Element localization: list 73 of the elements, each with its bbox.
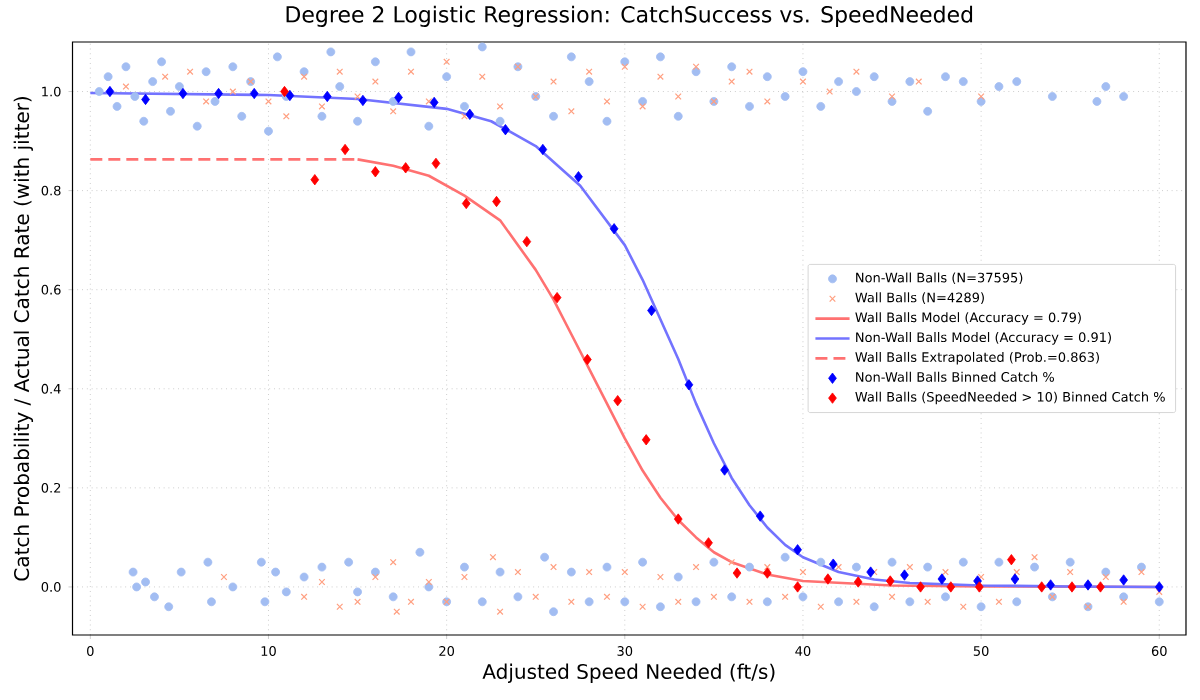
point <box>793 544 802 556</box>
x-axis-title: Adjusted Speed Needed (ft/s) <box>482 663 775 683</box>
legend-label: Non-Wall Balls (N=37595) <box>856 272 1023 285</box>
point <box>310 174 320 186</box>
legend-label: Non-Wall Balls Binned Catch % <box>856 371 1055 382</box>
point <box>641 434 651 446</box>
x-tick-label: 20 <box>439 646 455 656</box>
point <box>1037 581 1046 593</box>
point <box>1067 581 1077 593</box>
y-tick-label: 0.6 <box>41 284 61 295</box>
point <box>828 558 838 570</box>
point <box>823 573 833 585</box>
y-tick-label: 0.2 <box>41 482 61 493</box>
point <box>1010 573 1020 585</box>
point <box>285 89 295 102</box>
point <box>322 90 332 103</box>
y-tick-label: 1.0 <box>42 86 61 97</box>
point <box>673 513 683 525</box>
point <box>866 566 875 578</box>
y-tick-label: 0.0 <box>41 582 61 592</box>
point <box>429 96 439 109</box>
point <box>401 162 410 174</box>
point <box>249 87 259 100</box>
legend-label: Wall Balls Model (Accuracy = 0.79) <box>855 312 1081 325</box>
point <box>522 236 532 248</box>
point <box>1083 579 1093 591</box>
point <box>720 464 729 476</box>
point <box>704 537 713 549</box>
point <box>461 197 471 210</box>
point <box>340 143 350 156</box>
x-tick-label: 30 <box>617 646 633 656</box>
x-tick-label: 0 <box>87 646 94 656</box>
point <box>358 94 368 107</box>
point <box>371 166 380 178</box>
legend-label: Wall Balls (SpeedNeeded > 10) Binned Catch % <box>855 391 1165 405</box>
point <box>900 569 909 581</box>
point <box>946 581 956 593</box>
legend-label: Wall Balls Extrapolated (Prob.=0.863) <box>855 351 1099 365</box>
point <box>793 581 802 593</box>
y-tick-label: 0.4 <box>41 383 61 394</box>
point <box>1007 554 1016 566</box>
point <box>684 379 694 391</box>
point <box>916 581 925 593</box>
point <box>885 575 895 587</box>
point <box>105 85 115 98</box>
point <box>431 157 441 169</box>
x-tick-label: 40 <box>795 646 811 656</box>
legend-label: Non-Wall Balls Model (Accuracy = 0.91) <box>856 332 1111 345</box>
point <box>538 143 548 156</box>
point <box>609 223 619 235</box>
x-tick-label: 60 <box>1151 646 1167 656</box>
point <box>1096 581 1105 593</box>
y-axis-title: Catch Probability / Actual Catch Rate (with jitter) <box>13 97 34 581</box>
chart-title: Degree 2 Logistic Regression: CatchSuccess vs. SpeedNeeded <box>286 5 973 27</box>
point <box>1154 581 1164 593</box>
point <box>1046 579 1055 591</box>
x-tick-label: 10 <box>261 646 276 656</box>
point <box>732 567 742 579</box>
point <box>552 292 562 304</box>
point <box>853 576 863 588</box>
point <box>975 581 984 593</box>
point <box>1119 574 1128 586</box>
point <box>613 395 622 407</box>
x-tick-label: 50 <box>973 646 989 656</box>
legend-label: Wall Balls (N=4289) <box>855 292 984 304</box>
point <box>501 124 510 136</box>
point <box>178 87 188 100</box>
point <box>465 108 475 120</box>
y-tick-label: 0.8 <box>41 185 61 196</box>
point <box>755 510 765 522</box>
point <box>763 567 772 579</box>
point <box>574 171 583 183</box>
point <box>937 573 947 585</box>
